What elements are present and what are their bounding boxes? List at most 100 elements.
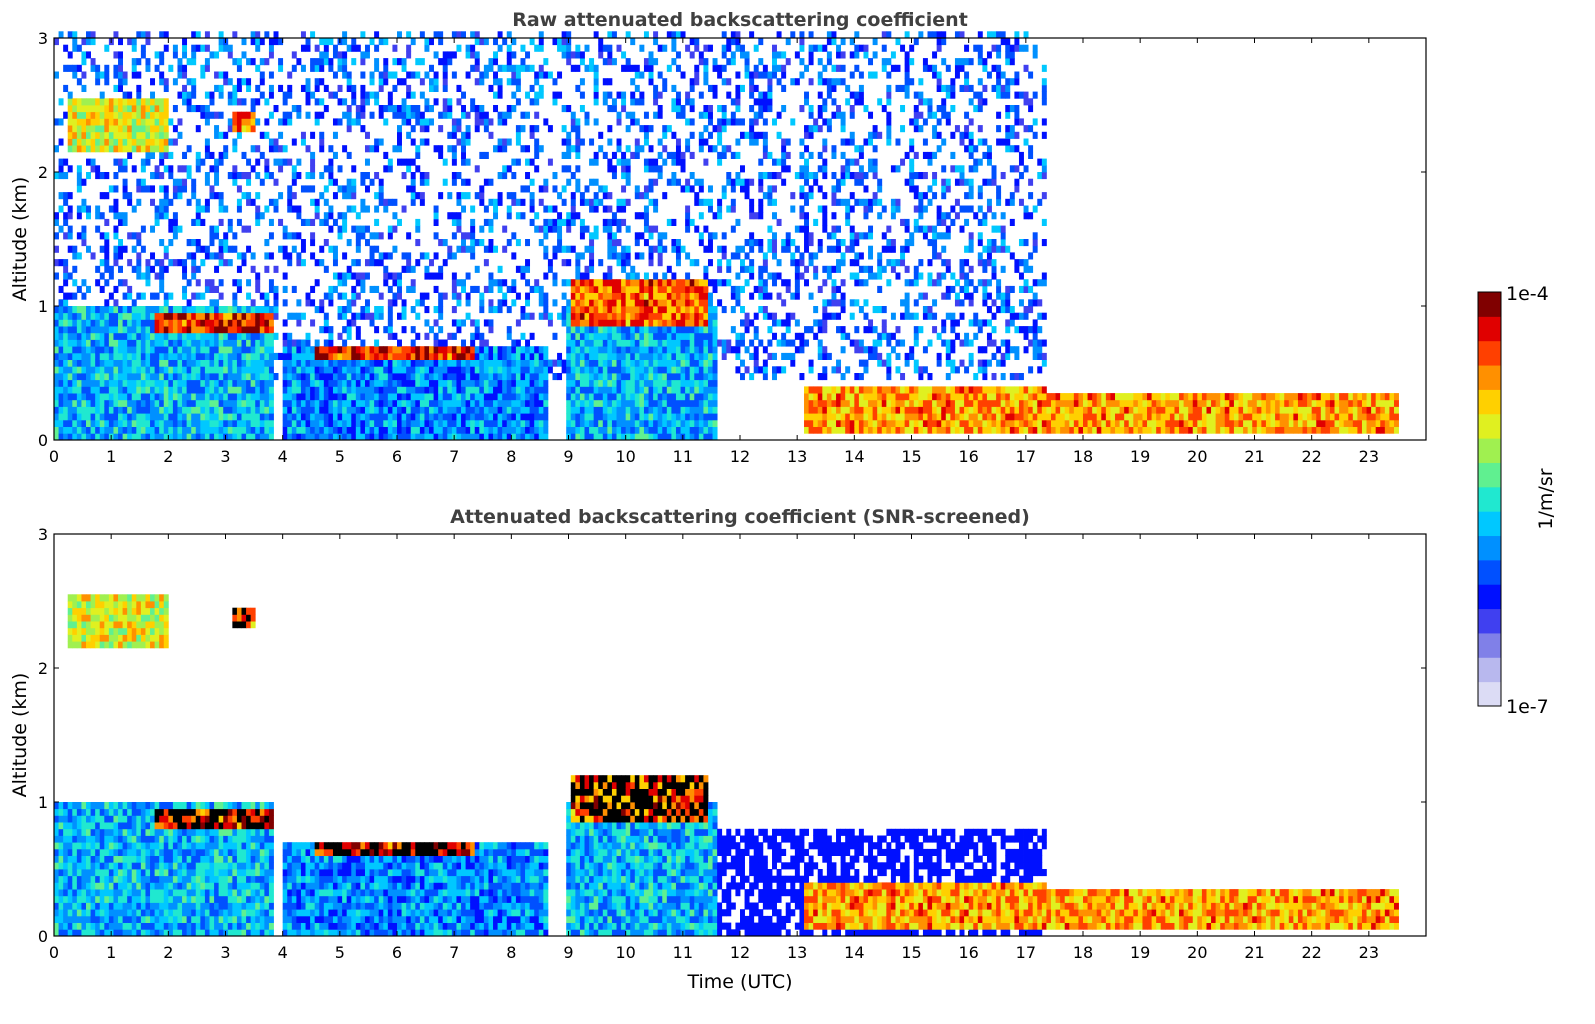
- heatmap-cell: [342, 225, 348, 233]
- heatmap-cell: [579, 426, 585, 434]
- heatmap-cell: [566, 225, 572, 233]
- heatmap-cell: [99, 406, 105, 414]
- heatmap-cell: [675, 138, 681, 146]
- heatmap-cell: [236, 279, 242, 287]
- heatmap-cell: [268, 326, 274, 334]
- heatmap-cell: [671, 366, 677, 374]
- heatmap-cell: [154, 393, 160, 401]
- heatmap-cell: [429, 419, 434, 427]
- heatmap-cell: [621, 373, 627, 381]
- heatmap-cell: [127, 91, 133, 99]
- heatmap-cell: [319, 172, 325, 180]
- heatmap-cell: [648, 165, 654, 173]
- heatmap-cell: [497, 91, 503, 99]
- heatmap-cell: [634, 306, 640, 314]
- heatmap-cell: [630, 332, 636, 340]
- heatmap-cell: [639, 192, 645, 200]
- heatmap-cell: [99, 312, 105, 320]
- heatmap-cell: [707, 185, 713, 193]
- heatmap-cell: [387, 312, 393, 320]
- heatmap-cell: [707, 232, 713, 240]
- heatmap-cell: [488, 131, 494, 139]
- heatmap-cell: [209, 339, 215, 347]
- heatmap-cell: [470, 232, 476, 240]
- heatmap-cell: [99, 352, 105, 360]
- heatmap-cell: [355, 352, 361, 360]
- heatmap-cell: [319, 406, 325, 414]
- heatmap-cell: [287, 352, 293, 360]
- heatmap-cell: [273, 332, 279, 340]
- heatmap-cell: [630, 306, 636, 314]
- heatmap-cell: [355, 332, 361, 340]
- heatmap-cell: [310, 373, 316, 381]
- heatmap-cell: [360, 373, 366, 381]
- heatmap-cell: [442, 51, 448, 59]
- heatmap-cell: [364, 399, 370, 407]
- heatmap-cell: [291, 105, 297, 113]
- heatmap-cell: [511, 192, 517, 200]
- heatmap-cell: [145, 386, 151, 394]
- heatmap-cell: [712, 359, 718, 367]
- heatmap-cell: [534, 426, 540, 434]
- heatmap-cell: [447, 366, 453, 374]
- heatmap-cell: [671, 218, 677, 226]
- heatmap-cell: [209, 111, 215, 119]
- heatmap-cell: [712, 279, 718, 287]
- heatmap-cell: [314, 366, 320, 374]
- heatmap-cell: [451, 413, 457, 421]
- heatmap-cell: [172, 399, 178, 407]
- heatmap-cell: [506, 165, 512, 173]
- heatmap-cell: [259, 426, 265, 434]
- heatmap-cell: [342, 292, 348, 300]
- heatmap-cell: [689, 38, 695, 46]
- heatmap-cell: [319, 64, 325, 72]
- heatmap-cell: [296, 259, 302, 267]
- heatmap-cell: [204, 406, 210, 414]
- heatmap-cell: [602, 319, 608, 327]
- heatmap-cell: [374, 64, 380, 72]
- heatmap-cell: [99, 306, 105, 314]
- heatmap-cell: [127, 312, 133, 320]
- heatmap-cell: [369, 312, 375, 320]
- heatmap-cell: [232, 245, 238, 253]
- heatmap-cell: [328, 299, 334, 307]
- heatmap-cell: [346, 205, 352, 213]
- heatmap-cell: [355, 279, 361, 287]
- heatmap-cell: [634, 185, 640, 193]
- heatmap-cell: [172, 259, 178, 267]
- heatmap-cell: [611, 419, 617, 427]
- heatmap-cell: [113, 225, 119, 233]
- panel-1-title: Raw attenuated backscattering coefficien…: [512, 9, 968, 31]
- heatmap-cell: [314, 78, 320, 86]
- heatmap-cell: [232, 339, 238, 347]
- heatmap-cell: [621, 91, 627, 99]
- heatmap-cell: [634, 285, 640, 293]
- heatmap-cell: [662, 232, 668, 240]
- heatmap-cell: [657, 138, 663, 146]
- heatmap-cell: [227, 218, 233, 226]
- heatmap-cell: [611, 292, 617, 300]
- heatmap-cell: [502, 299, 508, 307]
- heatmap-cell: [429, 359, 434, 367]
- heatmap-cell: [118, 98, 123, 106]
- heatmap-cell: [406, 185, 412, 193]
- heatmap-cell: [163, 359, 169, 367]
- heatmap-cell: [204, 252, 210, 260]
- heatmap-cell: [515, 346, 521, 354]
- heatmap-cell: [223, 319, 229, 327]
- heatmap-cell: [195, 433, 201, 441]
- heatmap-cell: [483, 352, 489, 360]
- heatmap-cell: [730, 111, 736, 119]
- heatmap-cell: [195, 151, 201, 159]
- heatmap-cell: [268, 138, 274, 146]
- heatmap-cell: [369, 346, 375, 354]
- heatmap-cell: [195, 326, 201, 334]
- heatmap-cell: [721, 125, 727, 133]
- heatmap-cell: [159, 158, 165, 166]
- heatmap-cell: [493, 145, 499, 153]
- heatmap-cell: [90, 326, 96, 334]
- heatmap-cell: [264, 58, 270, 66]
- heatmap-cell: [639, 145, 645, 153]
- heatmap-cell: [557, 352, 563, 360]
- heatmap-cell: [662, 145, 668, 153]
